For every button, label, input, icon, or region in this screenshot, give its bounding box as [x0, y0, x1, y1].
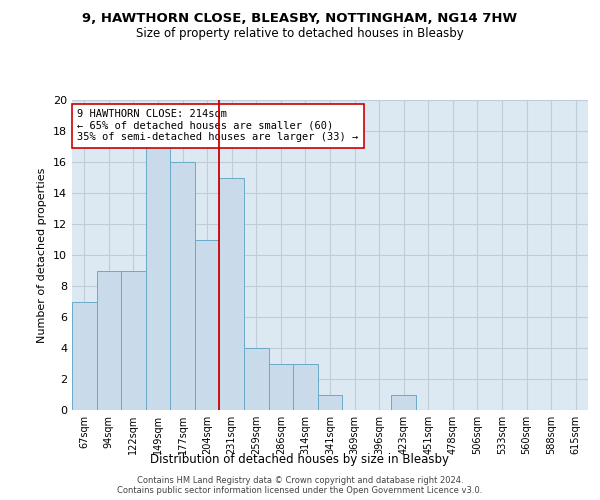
Bar — [72, 302, 97, 410]
Text: Size of property relative to detached houses in Bleasby: Size of property relative to detached ho… — [136, 28, 464, 40]
Bar — [146, 146, 170, 410]
Bar — [97, 270, 121, 410]
Y-axis label: Number of detached properties: Number of detached properties — [37, 168, 47, 342]
Bar — [391, 394, 416, 410]
Text: Distribution of detached houses by size in Bleasby: Distribution of detached houses by size … — [151, 452, 449, 466]
Bar — [244, 348, 269, 410]
Text: 9, HAWTHORN CLOSE, BLEASBY, NOTTINGHAM, NG14 7HW: 9, HAWTHORN CLOSE, BLEASBY, NOTTINGHAM, … — [82, 12, 518, 26]
Bar — [318, 394, 342, 410]
Bar — [170, 162, 195, 410]
Bar — [269, 364, 293, 410]
Text: 9 HAWTHORN CLOSE: 214sqm
← 65% of detached houses are smaller (60)
35% of semi-d: 9 HAWTHORN CLOSE: 214sqm ← 65% of detach… — [77, 110, 358, 142]
Bar — [121, 270, 146, 410]
Bar — [220, 178, 244, 410]
Bar — [293, 364, 318, 410]
Bar — [195, 240, 220, 410]
Text: Contains HM Land Registry data © Crown copyright and database right 2024.
Contai: Contains HM Land Registry data © Crown c… — [118, 476, 482, 495]
